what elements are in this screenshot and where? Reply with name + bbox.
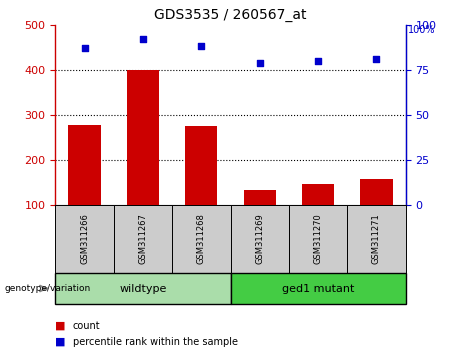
Text: percentile rank within the sample: percentile rank within the sample [73,337,238,347]
Point [314,58,322,64]
Text: GSM311267: GSM311267 [138,213,148,264]
Point [256,60,263,65]
Bar [55,273,230,304]
Point [198,44,205,49]
Text: count: count [73,321,100,331]
Title: GDS3535 / 260567_at: GDS3535 / 260567_at [154,8,307,22]
Text: ■: ■ [55,321,66,331]
Point [139,36,147,42]
Text: GSM311270: GSM311270 [313,213,323,264]
Text: genotype/variation: genotype/variation [5,284,91,293]
Bar [230,273,406,304]
Point [373,56,380,62]
Text: GSM311271: GSM311271 [372,213,381,264]
Bar [347,205,406,273]
Point [81,45,88,51]
Bar [302,184,334,205]
Bar [172,205,230,273]
Bar [230,205,289,273]
Bar [127,70,159,205]
Bar [69,125,100,205]
Text: ged1 mutant: ged1 mutant [282,284,354,293]
Text: ■: ■ [55,337,66,347]
Bar [361,179,393,205]
Text: GSM311269: GSM311269 [255,213,264,264]
Text: wildtype: wildtype [119,284,166,293]
Text: GSM311266: GSM311266 [80,213,89,264]
Text: 100%: 100% [408,25,436,35]
Text: GSM311268: GSM311268 [197,213,206,264]
Bar [243,189,276,205]
Bar [55,205,114,273]
Bar [114,205,172,273]
Bar [289,205,347,273]
Bar [185,126,218,205]
